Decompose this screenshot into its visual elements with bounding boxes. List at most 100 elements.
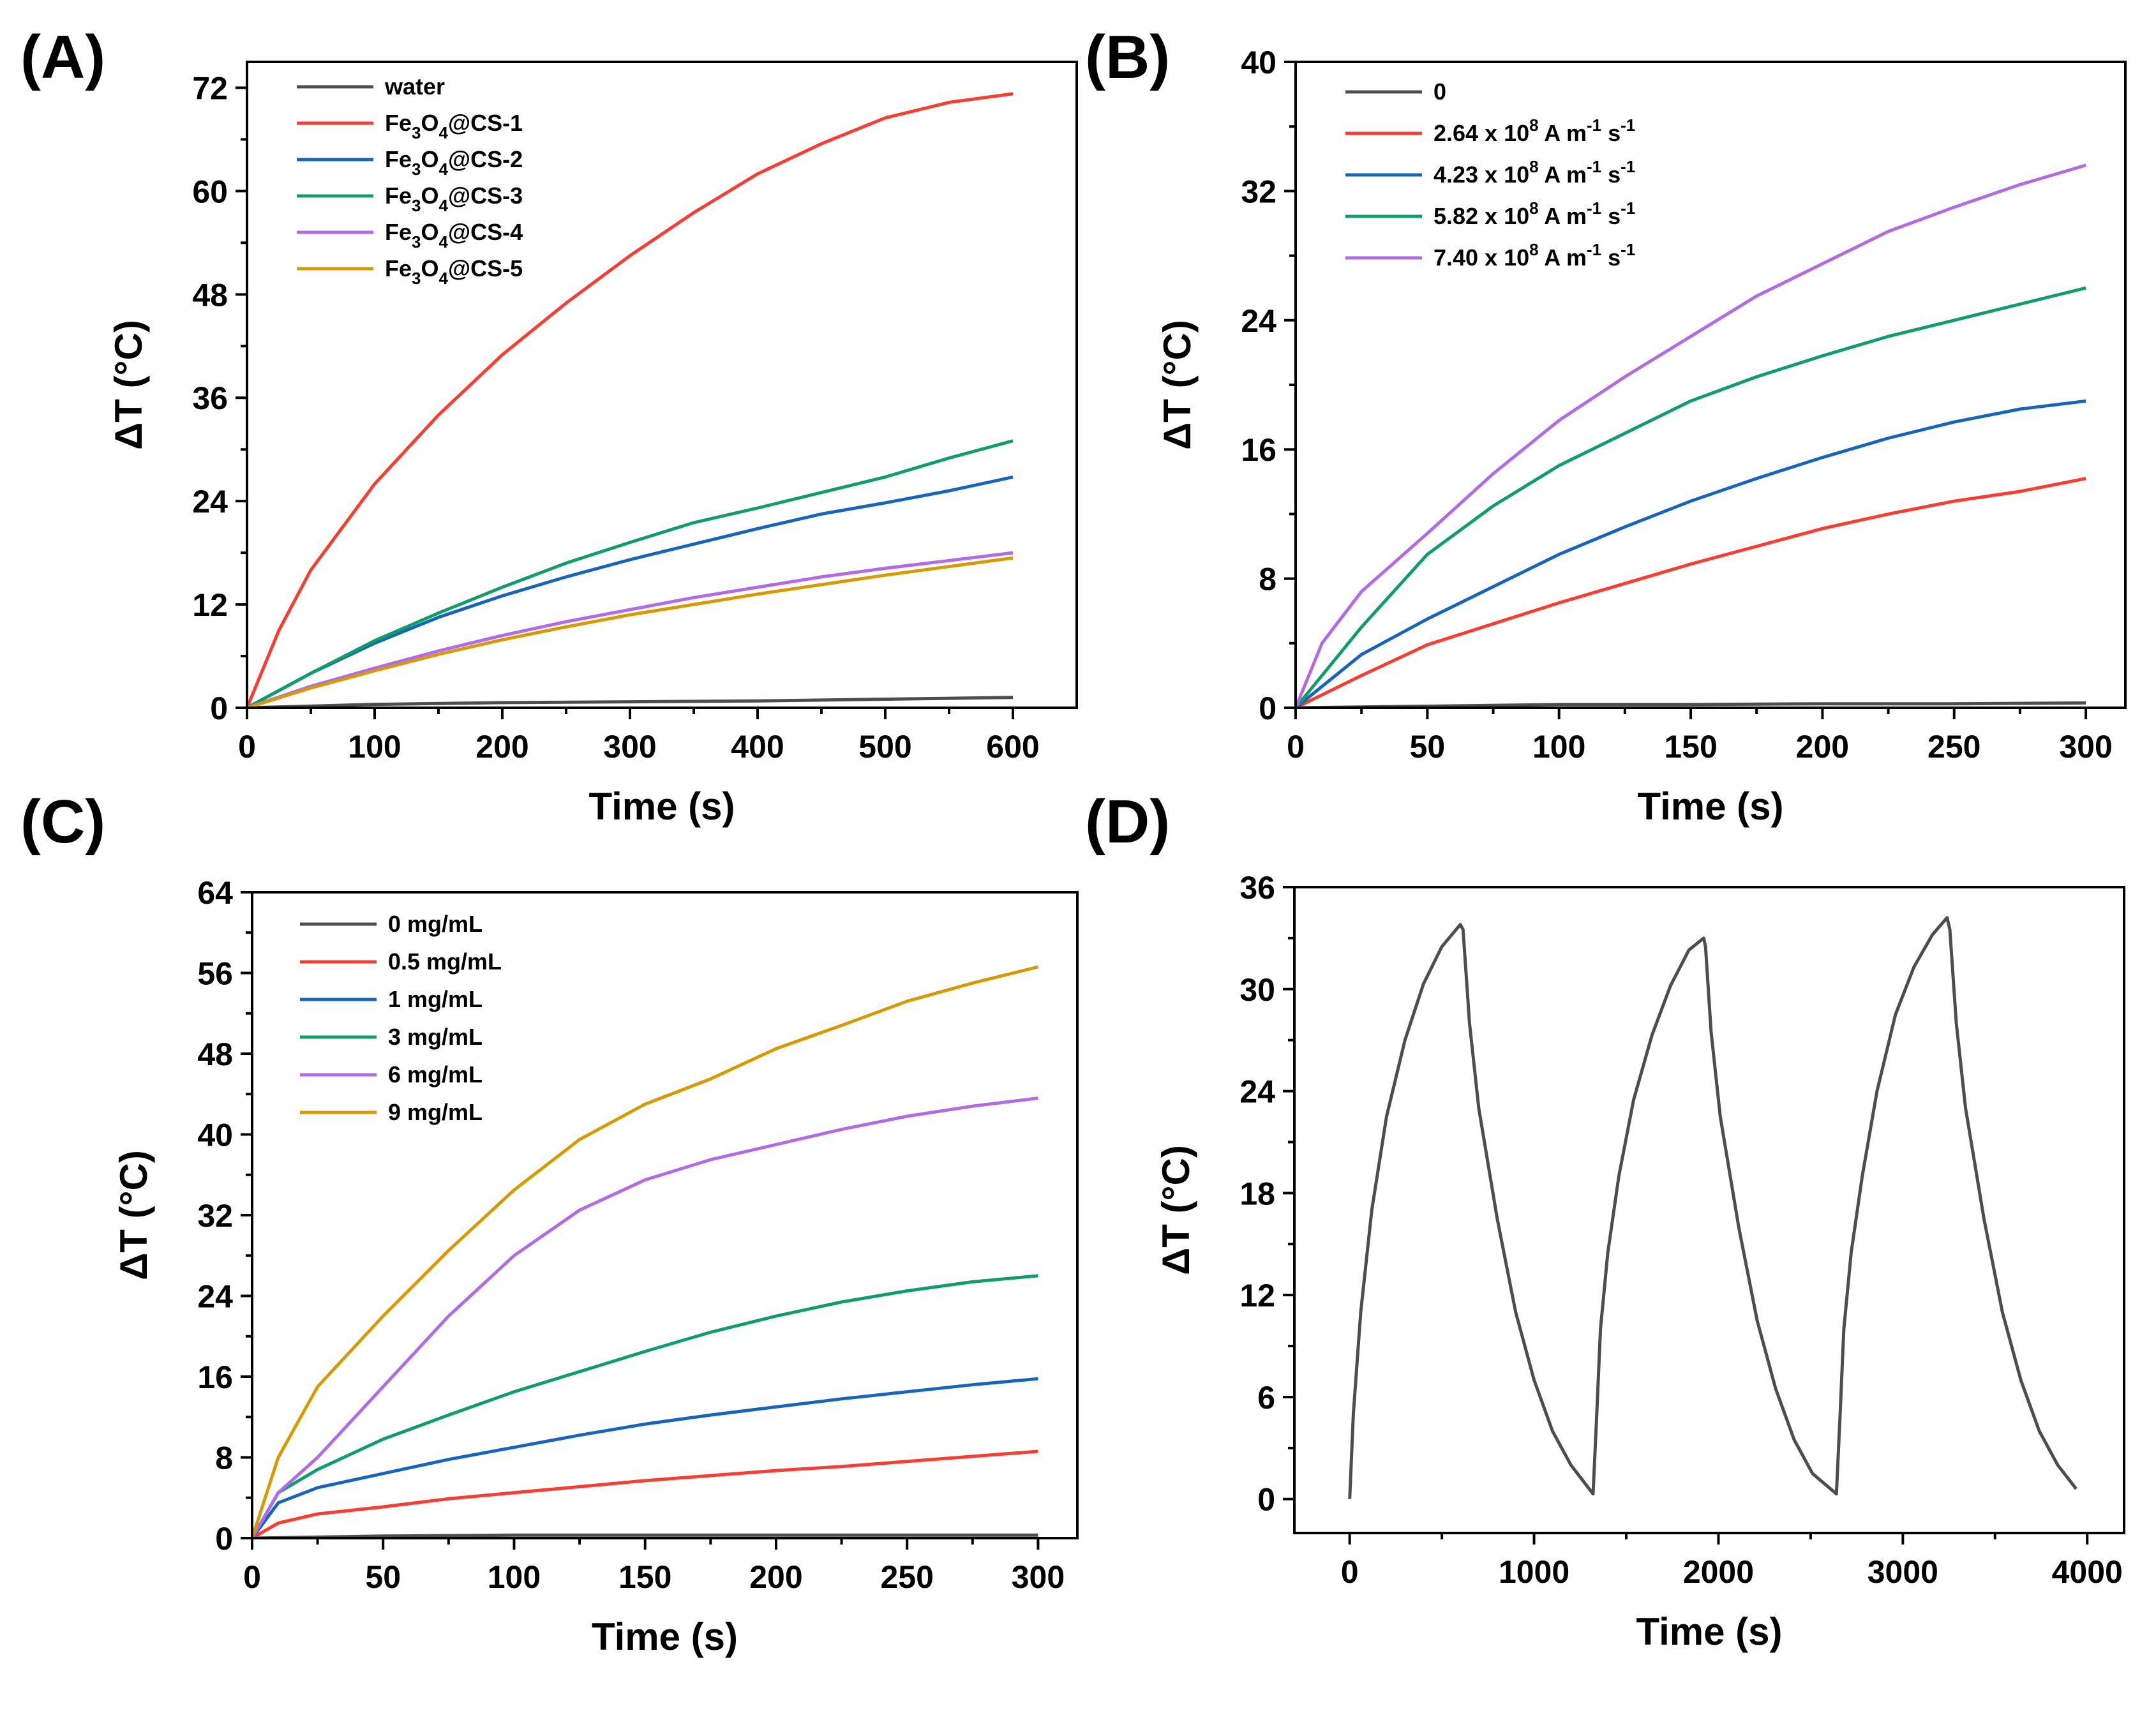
panel-a-series-5-line xyxy=(247,556,1014,708)
panel-c-legend-label-2: 1 mg/mL xyxy=(388,986,483,1012)
panel-b-legend-label-1-text: 2.64 x 10 xyxy=(1434,120,1529,146)
panel-a-legend-label-4-sub-1: 4 xyxy=(439,232,449,251)
panel-d-x-tick-label-4: 4000 xyxy=(2052,1554,2123,1590)
panel-b-legend-label-1-text-1: s xyxy=(1601,120,1621,146)
panel-a-legend-label-0-text: water xyxy=(384,73,445,100)
panel-d-x-tick-label-2: 2000 xyxy=(1683,1554,1754,1590)
panel-a-legend-label-2: Fe3O4@CS-2 xyxy=(385,146,523,179)
panel-c-x-tick-label-0: 0 xyxy=(243,1559,261,1595)
panel-b-legend-label-4-sup-2: -1 xyxy=(1621,240,1635,259)
panel-c-x-tick-label-6: 300 xyxy=(1012,1559,1065,1595)
panel-b-legend-label-3-sup-1: -1 xyxy=(1587,198,1601,218)
panel-c-legend-label-5: 9 mg/mL xyxy=(388,1099,483,1125)
panel-c-series-3-line xyxy=(252,1274,1038,1538)
panel-a-x-tick-label-1: 100 xyxy=(348,729,401,765)
panel-b-legend-label-1-sup-0: 8 xyxy=(1529,116,1538,135)
panel-c-series-2-line xyxy=(252,1377,1038,1538)
panel-c-x-tick-label-4: 200 xyxy=(749,1559,802,1595)
panel-b-legend-label-4-sup-1: -1 xyxy=(1587,240,1601,259)
panel-a-legend-label-2-sub-0: 3 xyxy=(412,160,421,179)
panel-c-legend-label-1-text: 0.5 mg/mL xyxy=(388,948,502,975)
panel-a-x-tick-label-6: 600 xyxy=(986,729,1039,765)
panel-a-legend-label-3-sub-0: 3 xyxy=(412,196,421,215)
panel-b-legend-label-0-text: 0 xyxy=(1434,79,1446,105)
panel-a-legend-label-1-sub-1: 4 xyxy=(439,123,449,142)
panel-d-y-tick-label-1: 6 xyxy=(1257,1380,1275,1416)
panel-a-legend-label-1: Fe3O4@CS-1 xyxy=(385,110,523,142)
panel-b-legend-label-4-text-1: s xyxy=(1601,244,1621,271)
panel-d-x-tick-label-0: 0 xyxy=(1341,1554,1359,1590)
panel-a-series-2-line xyxy=(247,475,1014,708)
panel-b-x-tick-label-3: 150 xyxy=(1664,729,1717,765)
panel-a-legend-label-5-sub-0: 3 xyxy=(412,269,421,288)
panel-c-legend-label-0-text: 0 mg/mL xyxy=(388,911,483,937)
panel-c-legend: 0 mg/mL 0.5 mg/mL 1 mg/mL 3 mg/mL 6 mg/mL 9 m… xyxy=(300,911,502,1125)
panel-b-y-tick-label-3: 24 xyxy=(1241,303,1276,339)
panel-d-series-0-line xyxy=(1348,916,2077,1499)
panel-c-x-tick-label-2: 100 xyxy=(488,1559,541,1595)
panel-a-legend-label-3-sub-1: 4 xyxy=(439,196,449,215)
panel-b-series-0-line xyxy=(1296,701,2086,708)
panel-b-series-1-line xyxy=(1296,477,2086,708)
panel-c-y-tick-label-5: 40 xyxy=(197,1118,233,1153)
panel-c-y-axis-title: ΔT (°C) xyxy=(112,1150,155,1280)
panel-c-legend-label-4: 6 mg/mL xyxy=(388,1061,483,1088)
panel-b-x-axis-title: Time (s) xyxy=(1638,785,1784,828)
panel-b-x-tick-label-5: 250 xyxy=(1928,729,1980,765)
panel-a-legend-label-5-text-0: O xyxy=(421,255,438,281)
panel-c-y-tick-label-3: 24 xyxy=(197,1279,233,1315)
panel-b-x-tick-label-1: 50 xyxy=(1410,729,1446,765)
panel-b-x-tick-label-6: 300 xyxy=(2059,729,2112,765)
panel-a-legend-label-4-sub-0: 3 xyxy=(412,232,421,251)
panel-a-y-tick-label-0: 0 xyxy=(210,691,228,726)
panel-a-legend-label-3: Fe3O4@CS-3 xyxy=(385,183,523,215)
panel-b-legend: 02.64 x 108 A m-1 s-14.23 x 108 A m-1 s-… xyxy=(1345,79,1635,271)
panel-c-legend-label-0: 0 mg/mL xyxy=(388,911,483,937)
panel-a-x-tick-label-2: 200 xyxy=(475,729,528,765)
panel-a-legend-label-5-sub-1: 4 xyxy=(439,269,449,288)
panel-b-legend-label-1-sup-2: -1 xyxy=(1621,116,1635,135)
panel-c-series-0-line xyxy=(252,1533,1038,1538)
panel-b: (B) 0 50 100 150 200 250 300 0 8 16 24 32 40 Time (s) Δ… xyxy=(1085,23,2127,828)
panel-c-y-tick-label-4: 32 xyxy=(197,1198,233,1234)
panel-c-y-tick-label-1: 8 xyxy=(215,1440,233,1476)
panel-b-x-tick-label-4: 200 xyxy=(1796,729,1849,765)
panel-a-x-tick-label-0: 0 xyxy=(238,729,256,765)
panel-c-legend-label-4-text: 6 mg/mL xyxy=(388,1061,483,1088)
panel-b-legend-label-3-sup-2: -1 xyxy=(1621,198,1635,218)
panel-b-legend-label-0: 0 xyxy=(1434,79,1446,105)
panel-c-legend-label-5-text: 9 mg/mL xyxy=(388,1099,483,1125)
panel-a-legend-label-1-text-1: @CS-1 xyxy=(448,110,523,136)
panel-a-legend-label-0: water xyxy=(384,73,445,100)
panel-a: (A) 0 100 200 300 400 500 600 0 12 24 36 48 60 72 Time … xyxy=(20,23,1078,828)
panel-b-legend-label-1-text-0: A m xyxy=(1539,120,1587,146)
panel-b-y-tick-label-5: 40 xyxy=(1241,45,1276,80)
panel-d-y-tick-label-4: 24 xyxy=(1239,1074,1275,1110)
panel-c-legend-label-2-text: 1 mg/mL xyxy=(388,986,483,1012)
panel-c-x-axis-title: Time (s) xyxy=(592,1615,738,1658)
panel-b-label: (B) xyxy=(1085,23,1170,91)
panel-a-legend-label-4-text-0: O xyxy=(421,219,438,245)
panel-a-y-tick-label-5: 60 xyxy=(192,174,228,209)
panel-a-label: (A) xyxy=(20,23,105,91)
panel-a-legend-label-4-text-1: @CS-4 xyxy=(448,219,523,245)
panel-d-y-tick-label-5: 30 xyxy=(1239,972,1275,1008)
panel-a-legend-label-5-text: Fe xyxy=(385,255,412,281)
panel-c-legend-label-3-text: 3 mg/mL xyxy=(388,1024,483,1050)
panel-a-legend-label-5-text-1: @CS-5 xyxy=(448,255,523,281)
panel-d-frame xyxy=(1293,886,2125,1534)
panel-b-frame xyxy=(1294,61,2127,709)
panel-c-x-tick-label-3: 150 xyxy=(618,1559,671,1595)
panel-c-label: (C) xyxy=(20,788,105,856)
panel-a-legend-label-1-text: Fe xyxy=(385,110,412,136)
panel-b-y-axis-title: ΔT (°C) xyxy=(1156,320,1199,450)
panel-c-y-tick-label-8: 64 xyxy=(197,875,233,911)
panel-b-y-tick-label-4: 32 xyxy=(1241,174,1276,209)
panel-b-legend-label-3-text: 5.82 x 10 xyxy=(1434,203,1529,229)
panel-c-legend-label-3: 3 mg/mL xyxy=(388,1024,483,1050)
panel-b-y-tick-label-2: 16 xyxy=(1241,432,1276,468)
panel-a-legend-label-4-text: Fe xyxy=(385,219,412,245)
panel-b-legend-label-2-sup-1: -1 xyxy=(1587,157,1601,176)
panel-a-frame xyxy=(246,61,1078,709)
